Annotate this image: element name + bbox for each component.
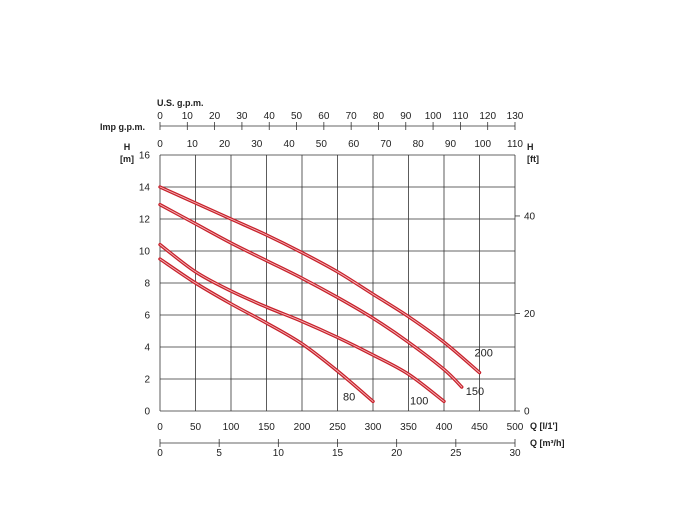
series-150-label: 150 [466, 386, 484, 398]
tick-label-h-m: 6 [144, 311, 150, 322]
tick-label-q-m3h: 25 [450, 448, 462, 459]
tick-label-q-lmin: 400 [436, 422, 453, 433]
tick-label-q-lmin: 50 [190, 422, 202, 433]
tick-label-impgpm: 110 [507, 139, 523, 150]
tick-label-h-m: 0 [144, 407, 150, 418]
tick-label-q-m3h: 30 [509, 448, 521, 459]
tick-label-q-lmin: 0 [157, 422, 163, 433]
right-axis-title-h: H [527, 142, 534, 152]
tick-label-usgpm: 40 [264, 111, 276, 122]
bottom-axis-m3h-title: Q [m³/h] [530, 438, 565, 448]
series-80-label: 80 [343, 391, 355, 403]
tick-label-q-lmin: 450 [471, 422, 488, 433]
tick-label-usgpm: 90 [400, 111, 412, 122]
tick-label-impgpm: 50 [316, 139, 328, 150]
tick-label-usgpm: 60 [318, 111, 330, 122]
tick-label-q-m3h: 5 [216, 448, 222, 459]
tick-label-impgpm: 70 [380, 139, 392, 150]
right-axis-title-unit: [ft] [527, 154, 539, 164]
series-100-line-core [159, 244, 445, 402]
series-200-line-core [159, 186, 480, 374]
bottom-axis-lmin-title: Q [l/1'] [530, 421, 558, 431]
tick-label-q-lmin: 350 [400, 422, 417, 433]
tick-label-usgpm: 70 [346, 111, 358, 122]
series-80-line-core [159, 258, 374, 402]
tick-label-impgpm: 60 [348, 139, 360, 150]
tick-label-q-m3h: 10 [273, 448, 285, 459]
tick-label-usgpm: 80 [373, 111, 385, 122]
tick-label-usgpm: 0 [157, 111, 163, 122]
top-axis-impgpm-title: Imp g.p.m. [100, 122, 145, 132]
tick-label-h-m: 12 [139, 215, 151, 226]
top-axis-usgpm-title: U.S. g.p.m. [157, 98, 204, 108]
tick-label-h-m: 4 [144, 343, 150, 354]
tick-label-q-m3h: 0 [157, 448, 163, 459]
tick-label-usgpm: 120 [479, 111, 496, 122]
tick-label-usgpm: 100 [425, 111, 442, 122]
tick-label-h-ft: 0 [524, 407, 530, 418]
tick-label-q-lmin: 250 [329, 422, 346, 433]
tick-label-h-m: 8 [144, 279, 150, 290]
tick-label-q-lmin: 150 [258, 422, 275, 433]
tick-label-impgpm: 40 [284, 139, 296, 150]
tick-label-h-ft: 40 [524, 211, 536, 222]
tick-label-impgpm: 10 [187, 139, 199, 150]
tick-label-q-m3h: 20 [391, 448, 403, 459]
tick-label-usgpm: 10 [182, 111, 194, 122]
tick-label-h-m: 10 [139, 247, 151, 258]
series: 80 100 150 200 [158, 185, 493, 407]
tick-label-h-ft: 20 [524, 309, 536, 320]
tick-label-h-m: 16 [139, 151, 151, 162]
tick-label-impgpm: 30 [251, 139, 263, 150]
series-150-line-core [159, 204, 463, 388]
tick-label-h-m: 14 [139, 183, 151, 194]
tick-label-q-lmin: 100 [223, 422, 240, 433]
tick-label-impgpm: 20 [219, 139, 231, 150]
tick-label-impgpm: 0 [157, 139, 163, 150]
axes: U.S. g.p.m. Imp g.p.m. H [m] H [ft] Q [l… [100, 98, 565, 459]
tick-label-usgpm: 130 [507, 111, 524, 122]
tick-label-q-lmin: 200 [294, 422, 311, 433]
series-100-label: 100 [410, 395, 428, 407]
tick-label-impgpm: 80 [413, 139, 425, 150]
tick-label-q-m3h: 15 [332, 448, 344, 459]
series-200-label: 200 [475, 348, 493, 360]
series-150-line [158, 202, 464, 389]
tick-label-impgpm: 90 [445, 139, 457, 150]
tick-label-usgpm: 50 [291, 111, 303, 122]
tick-label-h-m: 2 [144, 375, 150, 386]
left-axis-title-unit: [m] [120, 154, 134, 164]
tick-label-usgpm: 20 [209, 111, 221, 122]
tick-label-usgpm: 30 [236, 111, 248, 122]
tick-label-usgpm: 110 [452, 111, 468, 122]
tick-label-impgpm: 100 [474, 139, 491, 150]
tick-label-q-lmin: 300 [365, 422, 382, 433]
tick-label-q-lmin: 500 [507, 422, 524, 433]
left-axis-title-h: H [124, 142, 131, 152]
